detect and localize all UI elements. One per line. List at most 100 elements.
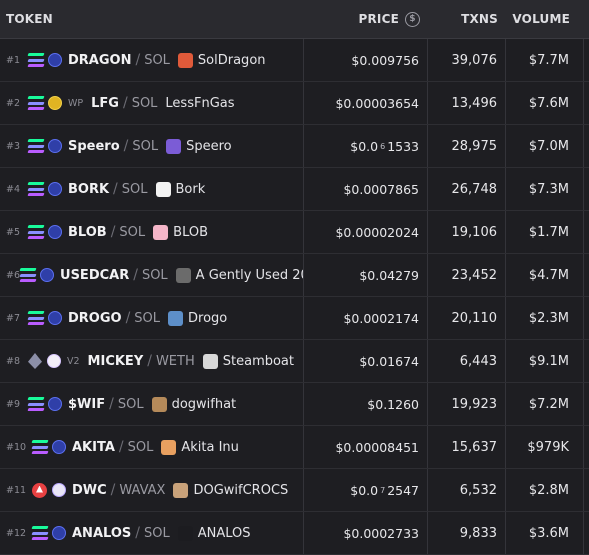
table-row[interactable]: #11 DWC / WAVAX DOGwifCROCS $0.0 7 2547 6,532 $2.… bbox=[0, 469, 589, 512]
pair-separator: / bbox=[147, 353, 152, 369]
table-row[interactable]: #4 BORK / SOL Bork $0.0007865 26,748 $7.3M bbox=[0, 168, 589, 211]
price-tail: 2547 bbox=[387, 482, 419, 498]
table-row[interactable]: #8 V2 MICKEY / WETH Steamboat $0.01674 6,443 $9.… bbox=[0, 340, 589, 383]
token-symbol: USEDCAR bbox=[60, 267, 130, 283]
pair-separator: / bbox=[122, 95, 128, 111]
price-value: $0.0002733 bbox=[343, 525, 419, 541]
version-badge: WP bbox=[68, 97, 84, 109]
volume-cell: $1.7M bbox=[506, 211, 584, 253]
rank-label: #3 bbox=[6, 140, 21, 152]
token-symbol: $WIF bbox=[68, 396, 106, 412]
rank-label: #5 bbox=[6, 226, 21, 238]
txns-column-header[interactable]: TXNS bbox=[461, 12, 498, 26]
solana-icon bbox=[27, 182, 45, 196]
pair-separator: / bbox=[109, 396, 114, 412]
token-cell[interactable]: #9 $WIF / SOL dogwifhat bbox=[0, 383, 304, 425]
quote-symbol: WAVAX bbox=[119, 482, 166, 498]
volume-cell: $3.6M bbox=[506, 512, 584, 554]
price-zero-count: 7 bbox=[380, 485, 386, 495]
currency-toggle-icon[interactable]: $ bbox=[405, 11, 420, 27]
price-cell: $0.0 7 2547 bbox=[304, 469, 428, 511]
table-row[interactable]: #6 USEDCAR / SOL A Gently Used 20 $0.04279 23,… bbox=[0, 254, 589, 297]
table-row[interactable]: #5 BLOB / SOL BLOB $0.00002024 19,106 $1.7M bbox=[0, 211, 589, 254]
txns-cell: 6,443 bbox=[428, 340, 506, 382]
rank-label: #12 bbox=[6, 527, 27, 539]
txns-cell: 19,106 bbox=[428, 211, 506, 253]
rank-label: #11 bbox=[6, 484, 27, 496]
solana-icon bbox=[19, 268, 37, 282]
txns-cell: 9,833 bbox=[428, 512, 506, 554]
token-symbol: BLOB bbox=[68, 224, 107, 240]
token-cell[interactable]: #4 BORK / SOL Bork bbox=[0, 168, 304, 210]
price-cell: $0.0007865 bbox=[304, 168, 428, 210]
pair-separator: / bbox=[135, 52, 141, 68]
table-body: #1 DRAGON / SOL SolDragon $0.009756 39,076 $7.7… bbox=[0, 39, 589, 555]
quote-symbol: SOL bbox=[131, 95, 158, 111]
price-value: $0.0 bbox=[350, 482, 379, 498]
price-cell: $0.0002733 bbox=[304, 512, 428, 554]
token-cell[interactable]: #5 BLOB / SOL BLOB bbox=[0, 211, 304, 253]
volume-cell: $7.2M bbox=[506, 383, 584, 425]
rank-label: #4 bbox=[6, 183, 21, 195]
volume-cell: $4.7M bbox=[506, 254, 584, 296]
quote-symbol: SOL bbox=[127, 439, 154, 455]
table-row[interactable]: #9 $WIF / SOL dogwifhat $0.1260 19,923 $7.2M bbox=[0, 383, 589, 426]
token-cell[interactable]: #1 DRAGON / SOL SolDragon bbox=[0, 39, 304, 81]
token-logo-icon bbox=[177, 52, 193, 68]
rank-label: #6 bbox=[6, 269, 21, 281]
token-logo-icon bbox=[175, 267, 191, 283]
table-row[interactable]: #2 WP LFG / SOL LessFnGas $0.00003654 13,496 $7.… bbox=[0, 82, 589, 125]
rank-label: #10 bbox=[6, 441, 27, 453]
token-cell[interactable]: #8 V2 MICKEY / WETH Steamboat bbox=[0, 340, 304, 382]
token-cell[interactable]: #11 DWC / WAVAX DOGwifCROCS bbox=[0, 469, 304, 511]
price-value: $0.009756 bbox=[351, 52, 419, 68]
volume-cell: $2.3M bbox=[506, 297, 584, 339]
solana-icon bbox=[27, 96, 45, 110]
token-column-header[interactable]: TOKEN bbox=[6, 12, 53, 26]
token-cell[interactable]: #7 DROGO / SOL Drogo bbox=[0, 297, 304, 339]
volume-column-header[interactable]: VOLUME bbox=[512, 12, 570, 26]
quote-symbol: SOL bbox=[141, 267, 168, 283]
raydium-icon bbox=[48, 139, 62, 153]
price-value: $0.00003654 bbox=[335, 95, 419, 111]
token-name: Bork bbox=[175, 181, 206, 197]
txns-cell: 15,637 bbox=[428, 426, 506, 468]
token-name: Speero bbox=[186, 138, 232, 154]
raydium-icon bbox=[40, 268, 55, 282]
price-cell: $0.00008451 bbox=[304, 426, 428, 468]
table-row[interactable]: #1 DRAGON / SOL SolDragon $0.009756 39,076 $7.7… bbox=[0, 39, 589, 82]
token-name: ANALOS bbox=[197, 525, 251, 541]
gold-dex-icon bbox=[48, 96, 62, 110]
table-row[interactable]: #12 ANALOS / SOL ANALOS $0.0002733 9,833 $3.6M bbox=[0, 512, 589, 555]
token-name: DOGwifCROCS bbox=[193, 482, 289, 498]
price-header-label: PRICE bbox=[358, 12, 399, 26]
price-column-header[interactable]: PRICE $ bbox=[304, 11, 428, 27]
token-cell[interactable]: #12 ANALOS / SOL ANALOS bbox=[0, 512, 304, 554]
table-row[interactable]: #10 AKITA / SOL Akita Inu $0.00008451 15,637 $9… bbox=[0, 426, 589, 469]
volume-cell: $979K bbox=[506, 426, 584, 468]
price-cell: $0.00002024 bbox=[304, 211, 428, 253]
token-name: SolDragon bbox=[197, 52, 266, 68]
table-row[interactable]: #7 DROGO / SOL Drogo $0.0002174 20,110 $2.3M bbox=[0, 297, 589, 340]
token-cell[interactable]: #6 USEDCAR / SOL A Gently Used 20 bbox=[0, 254, 304, 296]
raydium-icon bbox=[48, 53, 62, 67]
token-cell[interactable]: #2 WP LFG / SOL LessFnGas bbox=[0, 82, 304, 124]
txns-cell: 20,110 bbox=[428, 297, 506, 339]
quote-symbol: SOL bbox=[119, 224, 146, 240]
table-row[interactable]: #3 Speero / SOL Speero $0.0 6 1533 28,975 $7.0M bbox=[0, 125, 589, 168]
price-value: $0.0002174 bbox=[343, 310, 419, 326]
solana-icon bbox=[31, 440, 49, 454]
raydium-icon bbox=[48, 182, 62, 196]
txns-cell: 26,748 bbox=[428, 168, 506, 210]
raydium-icon bbox=[52, 440, 66, 454]
pair-separator: / bbox=[123, 138, 129, 154]
version-badge: V2 bbox=[67, 355, 80, 367]
token-symbol: BORK bbox=[68, 181, 110, 197]
token-name: LessFnGas bbox=[165, 95, 235, 111]
price-value: $0.00008451 bbox=[335, 439, 419, 455]
rank-label: #1 bbox=[6, 54, 21, 66]
token-cell[interactable]: #10 AKITA / SOL Akita Inu bbox=[0, 426, 304, 468]
volume-cell: $7.0M bbox=[506, 125, 584, 167]
price-cell: $0.1260 bbox=[304, 383, 428, 425]
token-cell[interactable]: #3 Speero / SOL Speero bbox=[0, 125, 304, 167]
